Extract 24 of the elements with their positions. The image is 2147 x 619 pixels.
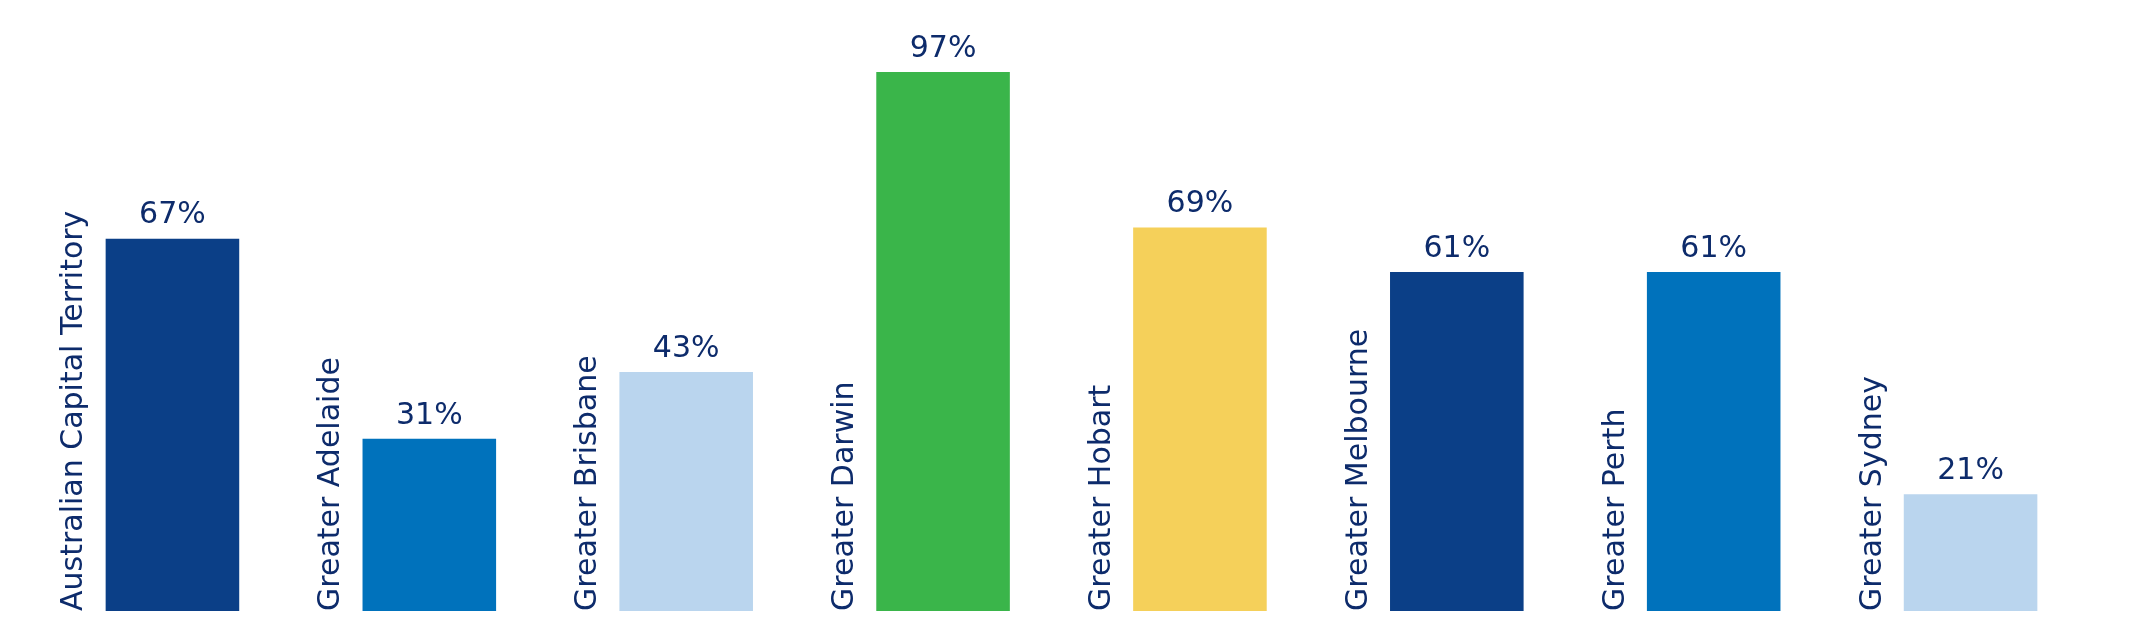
bar — [1133, 227, 1267, 611]
x-tick-label: Greater Melbourne — [1338, 328, 1374, 611]
x-tick-label: Greater Brisbane — [568, 355, 604, 611]
x-tick-label: Greater Adelaide — [311, 357, 347, 611]
bar — [1390, 272, 1524, 611]
data-label: 43% — [652, 328, 720, 364]
data-label: 67% — [139, 195, 206, 231]
bar — [105, 238, 240, 611]
data-label: 61% — [1680, 228, 1748, 264]
x-tick-label: Greater Hobart — [1081, 384, 1117, 611]
bar — [1646, 272, 1781, 611]
data-label: 69% — [1166, 184, 1234, 220]
data-label: 31% — [395, 395, 463, 431]
x-tick-label: Greater Sydney — [1852, 376, 1888, 611]
bar — [362, 438, 497, 611]
data-label: 21% — [1937, 451, 2004, 487]
bar — [1903, 494, 2038, 611]
x-tick-label: Greater Perth — [1595, 408, 1631, 611]
data-label: 97% — [909, 28, 977, 64]
bar — [876, 72, 1010, 611]
bar — [619, 372, 753, 611]
x-tick-label: Australian Capital Territory — [54, 210, 90, 611]
x-tick-label: Greater Darwin — [825, 381, 861, 611]
data-label: 61% — [1423, 228, 1491, 264]
